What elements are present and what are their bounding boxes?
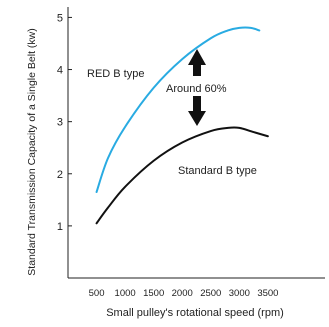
x-tick-label: 3500 — [257, 288, 278, 299]
x-tick-label: 2500 — [200, 288, 221, 299]
y-tick-label: 4 — [57, 65, 63, 77]
y-tick-label: 5 — [57, 12, 63, 24]
series-layer — [95, 26, 269, 225]
annotation-around-60-percent: Around 60% — [166, 83, 227, 95]
x-tick-label: 1500 — [143, 288, 164, 299]
axes-layer: 1 2 3 4 5 500 1000 1500 2000 2500 3000 3500 — [57, 7, 325, 299]
arrow-up-icon — [188, 49, 206, 76]
annotation-standard-b-type: Standard B type — [178, 165, 257, 177]
arrows-layer — [188, 49, 206, 126]
y-tick-label: 1 — [57, 221, 63, 233]
arrow-down-icon — [188, 96, 206, 126]
x-tick-label: 500 — [89, 288, 105, 299]
annotation-red-b-type: RED B type — [87, 68, 144, 80]
series-line-standard-b-type — [95, 126, 269, 225]
series-line-red-b-type — [95, 26, 261, 194]
labels-layer: Standard Transmission Capacity of a Sing… — [26, 28, 284, 319]
y-tick-label: 2 — [57, 169, 63, 181]
y-axis-label: Standard Transmission Capacity of a Sing… — [26, 28, 38, 275]
x-tick-label: 3000 — [229, 288, 250, 299]
x-tick-label: 1000 — [115, 288, 136, 299]
y-tick-label: 3 — [57, 117, 63, 129]
x-tick-label: 2000 — [172, 288, 193, 299]
x-axis-label: Small pulley's rotational speed (rpm) — [106, 307, 284, 319]
